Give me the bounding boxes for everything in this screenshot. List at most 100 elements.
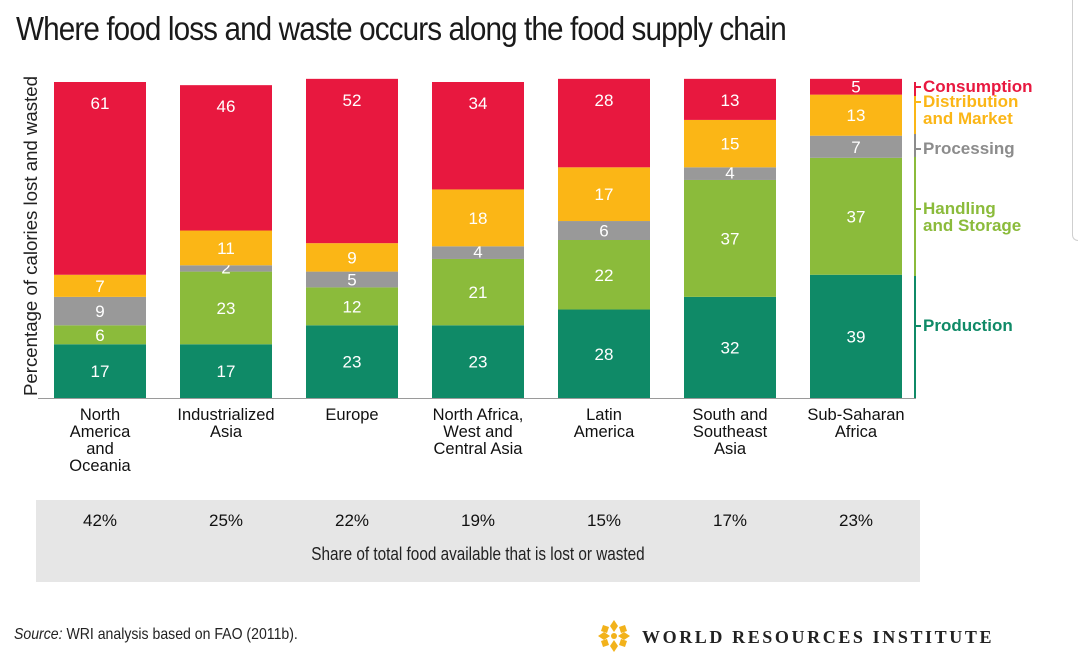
data-label: 21 [469,283,488,302]
bar-segment [558,167,650,222]
data-label: 34 [469,94,488,113]
data-label: 28 [595,345,614,364]
legend-label: Processing [923,139,1015,158]
x-axis-labels: NorthAmericaandOceaniaIndustrializedAsia… [69,406,904,475]
bar-segment [54,274,146,297]
category-label: Africa [835,423,878,441]
data-label: 11 [217,239,235,258]
category-label: and [86,440,114,458]
data-label: 5 [851,78,860,97]
bar-segment [180,265,272,272]
data-label: 22 [595,266,614,285]
category-label: Asia [714,440,747,458]
bar-segment [432,246,524,259]
legend-label: Consumption [923,77,1033,96]
y-axis-label: Percentage of calories lost and wasted [21,76,41,396]
category-label: America [574,423,635,441]
share-caption: Share of total food available that is lo… [311,544,645,564]
wri-emblem-icon [598,620,630,652]
bar-segment [306,78,398,244]
bar-segment [432,325,524,398]
category-label: America [70,423,131,441]
bar-segment [810,94,902,136]
data-label: 9 [347,248,356,267]
bar-segment [810,135,902,158]
share-value: 22% [334,511,370,530]
data-label: 9 [95,302,104,321]
bar-segment [54,325,146,345]
data-label: 17 [91,362,110,381]
share-value: 42% [82,511,118,530]
bar-segment [306,271,398,288]
bar-segment [684,179,776,297]
wri-logo: WORLD RESOURCES INSTITUTE [594,618,1034,654]
bar-segment [54,344,146,398]
bar-segment [684,296,776,398]
share-value: 23% [838,511,874,530]
bar-segment [810,274,902,398]
data-label: 46 [217,97,236,116]
data-label: 32 [721,338,740,357]
data-label: 23 [469,353,488,372]
category-label: Latin [586,406,622,424]
category-label: South and [692,406,767,424]
bar-segment [684,167,776,180]
bar-segment [684,78,776,120]
data-label: 23 [217,299,236,318]
data-label: 6 [95,326,104,345]
bar-segment [810,78,902,95]
bar-segment [558,240,650,310]
data-label: 12 [343,297,362,316]
data-label: 2 [221,258,230,277]
bar-segment [306,325,398,398]
data-label: 23 [343,353,362,372]
bar-segment [432,189,524,247]
category-label: Europe [325,406,378,424]
legend-label: and Storage [923,216,1021,235]
legend-label: Handling [923,199,996,218]
data-label: 17 [595,185,614,204]
share-value: 19% [460,511,496,530]
legend-label: Production [923,316,1013,335]
category-label: West and [443,423,512,441]
category-label: Industrialized [177,406,274,424]
data-label: 17 [217,362,236,381]
bar-segment [180,271,272,345]
source-text: WRI analysis based on FAO (2011b). [66,626,298,643]
data-label: 6 [599,222,608,241]
wri-name: WORLD RESOURCES INSTITUTE [642,627,995,647]
data-label: 4 [725,164,734,183]
category-label: Asia [210,423,243,441]
bar-segment [180,230,272,266]
category-label: Southeast [693,423,768,441]
y-axis-label-group: Percentage of calories lost and wasted [21,76,41,396]
bar-segment [558,78,650,168]
data-label: 61 [91,94,110,113]
panel-edge [1072,0,1078,241]
category-label: North [80,406,120,424]
data-label: 5 [347,271,356,290]
bar-segment [54,82,146,275]
data-label: 7 [95,277,104,296]
data-label: 37 [847,207,866,226]
data-label: 28 [595,91,614,110]
bar-segment [558,309,650,398]
bars: 1769761172321146231259522321418342822617… [38,78,916,399]
source-note: Source: WRI analysis based on FAO (2011b… [14,626,298,644]
category-label: North Africa, [433,406,524,424]
bar-segment [180,85,272,231]
bar-segment [306,287,398,326]
category-label: Central Asia [434,440,524,458]
share-value: 25% [208,511,244,530]
category-label: Sub-Saharan [807,406,904,424]
category-label: Oceania [69,457,131,475]
data-label: 37 [721,229,740,248]
source-label: Source: [14,626,63,643]
chart-title: Where food loss and waste occurs along t… [16,10,787,47]
share-value: 17% [712,511,748,530]
bar-segment [810,157,902,275]
data-label: 4 [473,243,482,262]
bar-segment [432,258,524,326]
